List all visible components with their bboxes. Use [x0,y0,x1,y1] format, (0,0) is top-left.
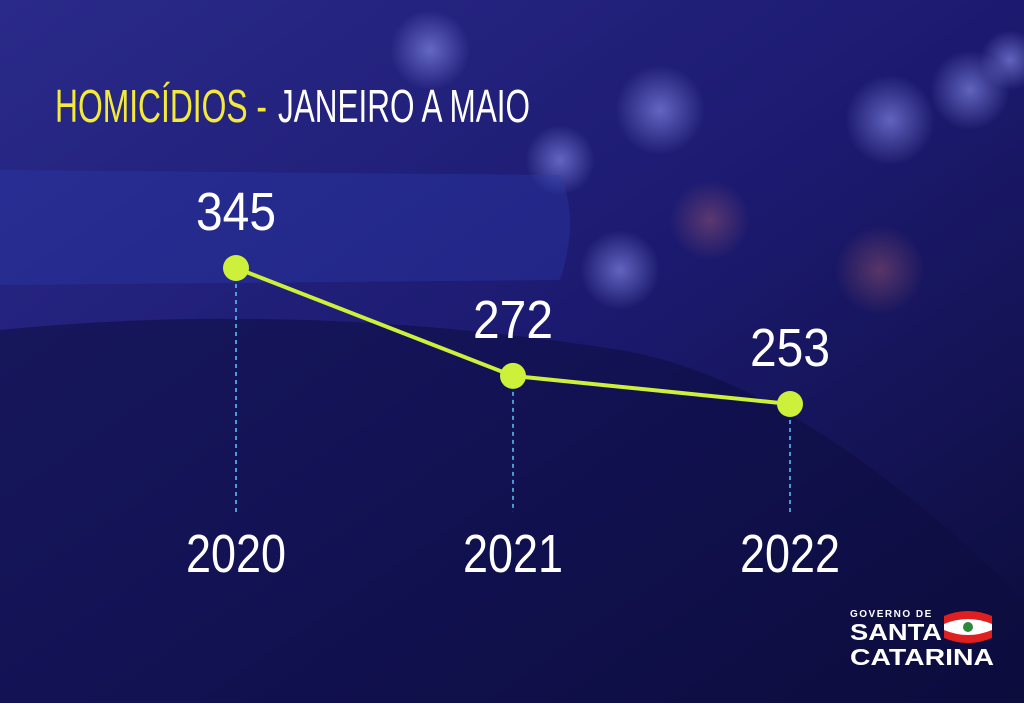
chart-title: HOMICÍDIOS - [55,80,267,132]
plot: 2020 2021 2022 345 272 253 [186,182,840,584]
logo-flag-emblem [963,622,973,632]
logo: GOVERNO DE SANTA CATARINA [850,609,994,670]
light-bar [0,170,570,285]
logo-line1: GOVERNO DE [850,609,933,620]
x-tick-label: 2022 [740,524,840,584]
point [500,362,526,389]
logo-line3: CATARINA [850,644,994,670]
x-tick-label: 2021 [463,524,563,584]
value-label: 253 [750,318,830,378]
point [777,391,803,417]
logo-line2: SANTA [850,619,942,645]
value-label: 345 [196,182,276,242]
chart-subtitle: JANEIRO A MAIO [278,80,530,132]
value-label: 272 [473,290,553,350]
car-silhouette [0,318,1024,703]
x-tick-label: 2020 [186,524,286,584]
bokeh-lights [390,10,1024,315]
point [223,255,249,281]
